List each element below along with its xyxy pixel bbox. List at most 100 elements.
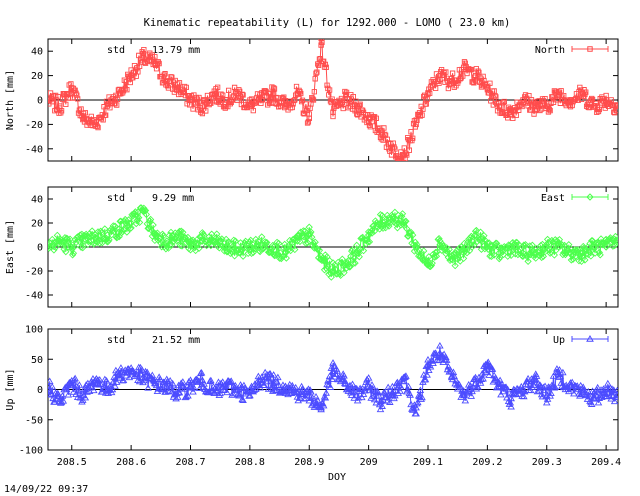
sample-marker xyxy=(322,264,330,272)
chart-title: Kinematic repeatability (L) for 1292.000… xyxy=(144,17,511,29)
sample-marker xyxy=(409,404,418,412)
sample-marker xyxy=(582,91,588,97)
sample-marker xyxy=(581,256,589,264)
sample-marker xyxy=(135,377,144,385)
sample-marker xyxy=(453,384,462,392)
sample-marker xyxy=(227,101,234,107)
sample-marker xyxy=(144,224,152,232)
sample-marker xyxy=(256,95,262,101)
sample-marker xyxy=(146,215,155,224)
sample-marker xyxy=(569,102,575,109)
sample-marker xyxy=(576,392,584,399)
sample-marker xyxy=(540,386,548,394)
sample-marker xyxy=(552,246,560,254)
sample-marker xyxy=(530,99,536,105)
sample-marker xyxy=(467,392,476,399)
sample-marker xyxy=(239,396,247,403)
sample-marker xyxy=(178,242,186,250)
sample-marker xyxy=(481,77,487,84)
sample-marker xyxy=(554,97,560,103)
sample-marker xyxy=(90,386,98,394)
sample-marker xyxy=(391,144,397,150)
sample-marker xyxy=(176,241,184,250)
sample-marker xyxy=(327,364,336,371)
sample-marker xyxy=(432,252,441,260)
sample-marker xyxy=(72,238,80,247)
sample-marker xyxy=(218,378,227,385)
sample-marker xyxy=(211,238,219,246)
sample-marker xyxy=(333,367,342,374)
sample-marker xyxy=(258,100,264,107)
sample-marker xyxy=(195,244,203,253)
sample-marker xyxy=(544,101,550,107)
sample-marker xyxy=(559,368,567,376)
sample-marker xyxy=(458,75,464,81)
sample-marker xyxy=(611,110,618,116)
sample-marker xyxy=(292,388,301,395)
sample-marker xyxy=(103,112,109,118)
sample-marker xyxy=(451,262,459,270)
sample-marker xyxy=(171,386,180,393)
sample-marker xyxy=(603,92,609,99)
sample-marker xyxy=(479,374,487,382)
sample-marker xyxy=(384,383,392,391)
sample-marker xyxy=(398,149,404,155)
sample-marker xyxy=(156,60,162,67)
sample-marker xyxy=(119,87,125,93)
sample-marker xyxy=(347,103,353,110)
sample-marker xyxy=(424,355,432,363)
sample-marker xyxy=(490,102,496,108)
sample-marker xyxy=(323,64,329,70)
sample-marker xyxy=(123,228,131,236)
sample-marker xyxy=(603,241,611,249)
sample-marker xyxy=(454,77,460,83)
x-tick-label: 209.1 xyxy=(413,457,443,468)
sample-marker xyxy=(244,104,250,111)
sample-marker xyxy=(470,375,478,383)
sample-marker xyxy=(442,356,451,363)
sample-marker xyxy=(422,258,430,267)
sample-marker xyxy=(48,383,57,390)
sample-marker xyxy=(275,239,283,248)
sample-marker xyxy=(463,249,471,257)
sample-marker xyxy=(441,70,447,76)
sample-marker xyxy=(397,158,403,161)
sample-marker xyxy=(414,117,420,124)
sample-marker xyxy=(139,49,145,55)
sample-marker xyxy=(305,119,312,125)
sample-marker xyxy=(74,92,80,98)
sample-marker xyxy=(611,232,618,241)
sample-marker xyxy=(386,398,394,405)
sample-marker xyxy=(519,103,525,110)
sample-marker xyxy=(411,409,420,417)
sample-marker xyxy=(187,237,195,245)
sample-marker xyxy=(537,241,545,250)
sample-marker xyxy=(118,376,127,384)
sample-marker xyxy=(162,245,170,253)
data-point xyxy=(69,85,75,91)
sample-marker xyxy=(51,398,59,405)
sample-marker xyxy=(326,269,335,277)
sample-marker xyxy=(541,247,549,256)
sample-marker xyxy=(173,393,182,400)
sample-marker xyxy=(104,101,111,107)
sample-marker xyxy=(92,119,98,126)
sample-marker xyxy=(140,50,146,57)
sample-marker xyxy=(269,84,275,90)
sample-marker xyxy=(526,242,534,250)
sample-marker xyxy=(113,233,122,241)
sample-marker xyxy=(614,102,618,108)
sample-marker xyxy=(598,393,606,401)
sample-marker xyxy=(122,371,130,379)
sample-marker xyxy=(74,386,83,394)
sample-marker xyxy=(251,245,259,253)
sample-marker xyxy=(496,376,504,384)
sample-marker xyxy=(369,385,377,393)
sample-marker xyxy=(273,378,281,385)
sample-marker xyxy=(377,397,386,404)
sample-marker xyxy=(290,235,298,244)
sample-marker xyxy=(421,93,427,100)
sample-marker xyxy=(125,373,134,381)
sample-marker xyxy=(538,103,544,109)
sample-marker xyxy=(97,114,104,120)
